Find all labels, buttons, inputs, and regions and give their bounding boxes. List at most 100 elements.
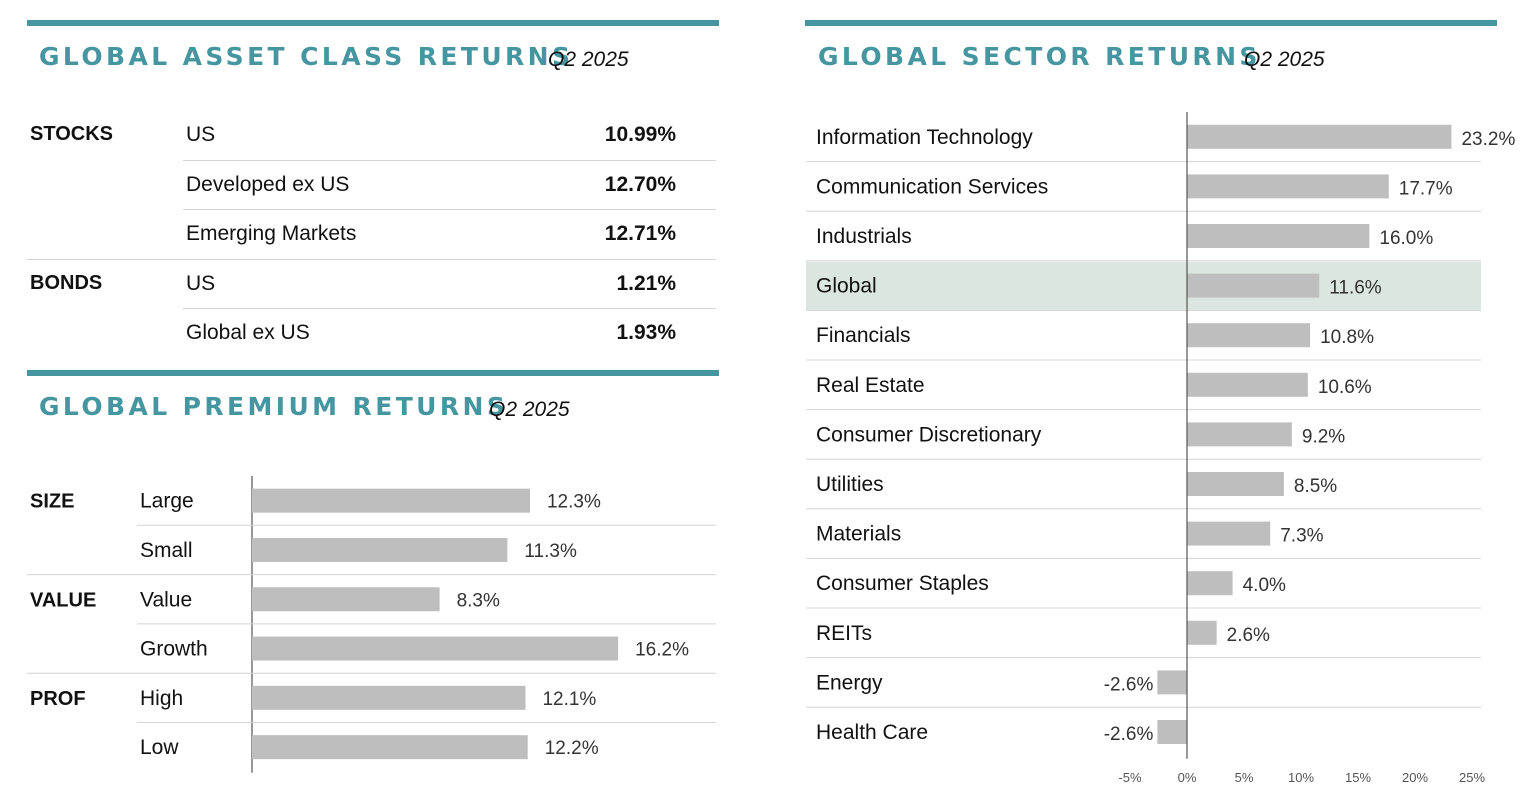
asset-panel-title: GLOBAL ASSET CLASS RETURNS — [39, 42, 574, 71]
sector-bar — [1187, 521, 1271, 546]
premium-returns-chart: SIZE Large 12.3% Small 11.3% VALUE Value 8.3% Gr… — [0, 0, 760, 798]
premium-value-label: 16.2% — [635, 640, 689, 661]
asset-row-divider — [183, 308, 716, 309]
sector-category-label: Real Estate — [816, 374, 925, 397]
premium-category-label: Large — [140, 490, 194, 513]
sector-category-label: Industrials — [816, 225, 912, 248]
asset-row-value: 12.70% — [604, 172, 676, 196]
sector-value-label: 16.0% — [1379, 228, 1433, 249]
asset-class-panel: GLOBAL ASSET CLASS RETURNS Q2 2025 STOCK… — [0, 0, 760, 370]
sector-category-label: Utilities — [816, 473, 884, 496]
sector-panel-quarter: Q2 2025 — [1244, 48, 1325, 71]
sector-x-tick-label: 5% — [1235, 770, 1254, 785]
sector-bar — [1157, 720, 1187, 744]
sector-value-label: -2.6% — [1104, 724, 1154, 745]
sector-value-label: 2.6% — [1227, 625, 1270, 646]
sector-value-label: -2.6% — [1104, 674, 1154, 695]
sector-value-label: 9.2% — [1302, 426, 1345, 447]
premium-value-label: 12.3% — [547, 492, 601, 513]
premium-bar — [252, 537, 508, 562]
premium-value-label: 12.2% — [545, 738, 599, 759]
sector-x-tick-label: 10% — [1288, 770, 1314, 785]
asset-row-label: Global ex US — [186, 321, 310, 344]
asset-row-value: 10.99% — [604, 123, 676, 146]
sector-value-label: 23.2% — [1461, 129, 1515, 150]
sector-bar — [1187, 224, 1370, 248]
sector-x-tick-label: 15% — [1345, 770, 1371, 785]
premium-panel-quarter: Q2 2025 — [489, 398, 570, 421]
premium-chart-svg: SIZE Large 12.3% Small 11.3% VALUE Value 8.3% Gr… — [27, 476, 716, 773]
sector-bar — [1187, 323, 1311, 348]
asset-group-label: BONDS — [30, 271, 103, 294]
sector-category-label: Consumer Staples — [816, 572, 989, 595]
sector-category-label: Materials — [816, 523, 901, 546]
sector-value-label: 4.0% — [1243, 575, 1286, 596]
asset-row-value: 1.93% — [616, 321, 676, 344]
sector-category-label: Health Care — [816, 721, 928, 744]
premium-bar — [252, 735, 528, 760]
asset-row-label: Developed ex US — [186, 172, 350, 196]
asset-row-label: Emerging Markets — [186, 222, 357, 245]
sector-x-tick-label: -5% — [1118, 770, 1142, 785]
sector-panel-title: GLOBAL SECTOR RETURNS — [818, 42, 1261, 71]
sector-category-label: Financials — [816, 324, 911, 347]
sector-value-label: 11.6% — [1329, 278, 1382, 299]
premium-group-label: VALUE — [30, 589, 96, 611]
premium-group-label: SIZE — [30, 491, 74, 513]
sector-value-label: 7.3% — [1280, 526, 1323, 547]
premium-category-label: High — [140, 687, 183, 710]
asset-panel-accent-bar — [27, 20, 719, 26]
sector-x-tick-label: 25% — [1459, 770, 1485, 785]
sector-value-label: 10.6% — [1318, 377, 1372, 398]
sector-bar — [1157, 670, 1187, 695]
asset-row-label: US — [186, 123, 216, 146]
premium-bar — [252, 488, 530, 513]
sector-bar — [1187, 571, 1233, 596]
asset-group-label: STOCKS — [30, 123, 113, 145]
sector-panel-accent-bar — [805, 20, 1497, 26]
premium-panel-title: GLOBAL PREMIUM RETURNS — [39, 392, 509, 421]
asset-row-label: US — [186, 271, 216, 295]
premium-category-label: Growth — [140, 638, 208, 661]
sector-bar — [1187, 422, 1292, 447]
asset-row-divider — [183, 209, 716, 210]
premium-value-label: 11.3% — [524, 541, 577, 562]
sector-category-label: Consumer Discretionary — [816, 423, 1042, 446]
sector-bar — [1187, 620, 1217, 645]
sector-highlight-row — [806, 261, 1481, 311]
premium-category-label: Value — [140, 588, 192, 611]
sector-value-label: 17.7% — [1399, 178, 1453, 199]
asset-row-value: 1.21% — [616, 271, 676, 295]
premium-category-label: Small — [140, 539, 193, 562]
sector-x-tick-label: 0% — [1178, 770, 1197, 785]
premium-value-label: 12.1% — [542, 689, 596, 710]
sector-category-label: Energy — [816, 671, 883, 694]
sector-panel: GLOBAL SECTOR RETURNS Q2 2025 — [780, 0, 1528, 798]
sector-x-tick-label: 20% — [1402, 770, 1428, 785]
premium-bar — [252, 587, 440, 612]
asset-panel-quarter: Q2 2025 — [548, 48, 629, 71]
sector-category-label: Global — [816, 275, 877, 298]
asset-row-divider — [27, 258, 716, 260]
premium-panel-accent-bar — [27, 370, 719, 376]
sector-category-label: Communication Services — [816, 175, 1048, 198]
sector-category-label: REITs — [816, 622, 872, 645]
sector-value-label: 8.5% — [1294, 476, 1337, 497]
sector-bar — [1187, 372, 1308, 397]
sector-bar — [1187, 174, 1389, 199]
asset-row-divider — [183, 159, 716, 161]
sector-value-label: 10.8% — [1320, 327, 1374, 348]
sector-bar — [1187, 472, 1284, 496]
premium-panel: GLOBAL PREMIUM RETURNS Q2 2025 — [0, 370, 760, 798]
premium-bar — [252, 685, 526, 710]
premium-group-label: PROF — [30, 688, 86, 710]
premium-bar — [252, 636, 619, 661]
premium-value-label: 8.3% — [457, 590, 500, 611]
sector-bar — [1187, 124, 1452, 149]
sector-bar — [1187, 273, 1320, 298]
sector-category-label: Information Technology — [816, 126, 1033, 149]
premium-category-label: Low — [140, 736, 179, 759]
asset-row-value: 12.71% — [604, 222, 676, 245]
